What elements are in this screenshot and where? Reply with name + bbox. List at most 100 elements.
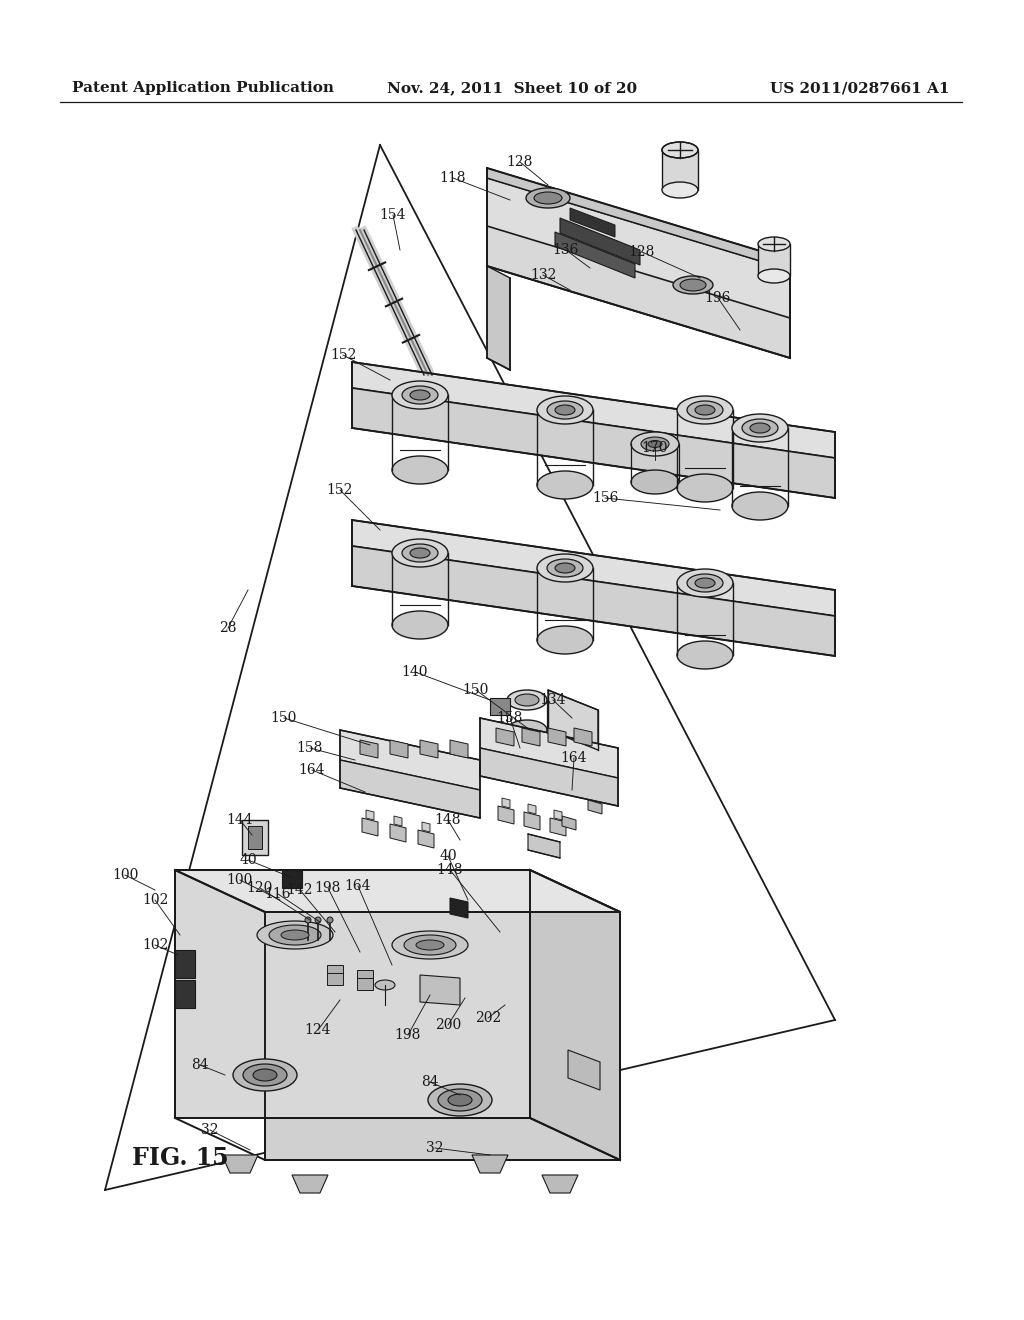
Ellipse shape xyxy=(416,940,444,950)
Ellipse shape xyxy=(677,396,733,424)
Ellipse shape xyxy=(515,694,539,706)
Text: 28: 28 xyxy=(219,620,237,635)
Ellipse shape xyxy=(732,414,788,442)
Text: FIG. 15: FIG. 15 xyxy=(132,1146,228,1170)
Ellipse shape xyxy=(404,935,456,954)
Ellipse shape xyxy=(662,143,698,158)
Polygon shape xyxy=(352,388,835,498)
Polygon shape xyxy=(480,748,618,807)
Ellipse shape xyxy=(662,182,698,198)
Text: 152: 152 xyxy=(330,348,356,362)
Polygon shape xyxy=(450,741,468,758)
Ellipse shape xyxy=(648,441,662,447)
Ellipse shape xyxy=(410,389,430,400)
Text: 128: 128 xyxy=(507,154,534,169)
Ellipse shape xyxy=(742,418,778,437)
Text: 170: 170 xyxy=(642,441,669,455)
Ellipse shape xyxy=(555,405,575,414)
Ellipse shape xyxy=(315,917,321,923)
Ellipse shape xyxy=(507,690,547,710)
Polygon shape xyxy=(362,818,378,836)
Text: Nov. 24, 2011  Sheet 10 of 20: Nov. 24, 2011 Sheet 10 of 20 xyxy=(387,81,637,95)
Text: 102: 102 xyxy=(141,894,168,907)
Polygon shape xyxy=(487,178,790,318)
Ellipse shape xyxy=(687,574,723,591)
Text: 134: 134 xyxy=(540,693,566,708)
Ellipse shape xyxy=(641,437,669,451)
Polygon shape xyxy=(292,1175,328,1193)
Polygon shape xyxy=(498,807,514,824)
Ellipse shape xyxy=(677,642,733,669)
Ellipse shape xyxy=(547,401,583,418)
Ellipse shape xyxy=(375,979,395,990)
Polygon shape xyxy=(542,1175,578,1193)
Text: 150: 150 xyxy=(463,682,489,697)
Polygon shape xyxy=(487,226,790,358)
Polygon shape xyxy=(502,799,510,808)
Polygon shape xyxy=(530,870,620,1160)
Ellipse shape xyxy=(758,238,790,251)
Polygon shape xyxy=(574,729,592,746)
Ellipse shape xyxy=(750,422,770,433)
Polygon shape xyxy=(175,870,620,912)
Polygon shape xyxy=(450,898,468,917)
Text: 40: 40 xyxy=(439,849,457,863)
Ellipse shape xyxy=(392,611,449,639)
Polygon shape xyxy=(282,870,302,888)
Polygon shape xyxy=(550,818,566,836)
Ellipse shape xyxy=(269,925,321,945)
Text: 154: 154 xyxy=(380,209,407,222)
Polygon shape xyxy=(360,741,378,758)
Ellipse shape xyxy=(631,470,679,494)
Polygon shape xyxy=(175,950,195,978)
Text: 142: 142 xyxy=(287,883,313,898)
Ellipse shape xyxy=(449,1094,472,1106)
Polygon shape xyxy=(662,150,698,190)
Polygon shape xyxy=(352,546,835,656)
Text: 198: 198 xyxy=(314,880,341,895)
Ellipse shape xyxy=(534,191,562,205)
Text: 144: 144 xyxy=(226,813,253,828)
Text: 158: 158 xyxy=(297,741,324,755)
Polygon shape xyxy=(487,267,510,370)
Text: 200: 200 xyxy=(435,1018,461,1032)
Text: 164: 164 xyxy=(299,763,326,777)
Polygon shape xyxy=(394,816,402,826)
Text: 32: 32 xyxy=(202,1123,219,1137)
Polygon shape xyxy=(528,804,536,814)
Polygon shape xyxy=(588,800,602,814)
Text: 136: 136 xyxy=(553,243,580,257)
Ellipse shape xyxy=(428,1084,492,1115)
Polygon shape xyxy=(340,730,480,789)
Polygon shape xyxy=(758,244,790,276)
Text: 100: 100 xyxy=(112,869,138,882)
Ellipse shape xyxy=(673,276,713,294)
Text: 84: 84 xyxy=(191,1059,209,1072)
Ellipse shape xyxy=(732,492,788,520)
Ellipse shape xyxy=(537,396,593,424)
Ellipse shape xyxy=(281,931,309,940)
Ellipse shape xyxy=(677,474,733,502)
Text: 150: 150 xyxy=(270,711,297,725)
Polygon shape xyxy=(242,820,268,855)
Text: 156: 156 xyxy=(592,491,618,506)
Polygon shape xyxy=(570,209,615,238)
Polygon shape xyxy=(568,1049,600,1090)
Ellipse shape xyxy=(687,401,723,418)
Polygon shape xyxy=(480,718,618,777)
Ellipse shape xyxy=(537,626,593,653)
Polygon shape xyxy=(248,826,262,849)
Ellipse shape xyxy=(680,279,706,290)
Text: 164: 164 xyxy=(561,751,587,766)
Polygon shape xyxy=(548,729,566,746)
Text: 118: 118 xyxy=(439,172,466,185)
Text: 128: 128 xyxy=(629,246,655,259)
Ellipse shape xyxy=(695,578,715,587)
Text: 152: 152 xyxy=(327,483,353,498)
Ellipse shape xyxy=(410,548,430,558)
Polygon shape xyxy=(562,816,575,830)
Text: 164: 164 xyxy=(345,879,372,894)
Text: 132: 132 xyxy=(529,268,556,282)
Polygon shape xyxy=(524,812,540,830)
Text: 140: 140 xyxy=(401,665,428,678)
